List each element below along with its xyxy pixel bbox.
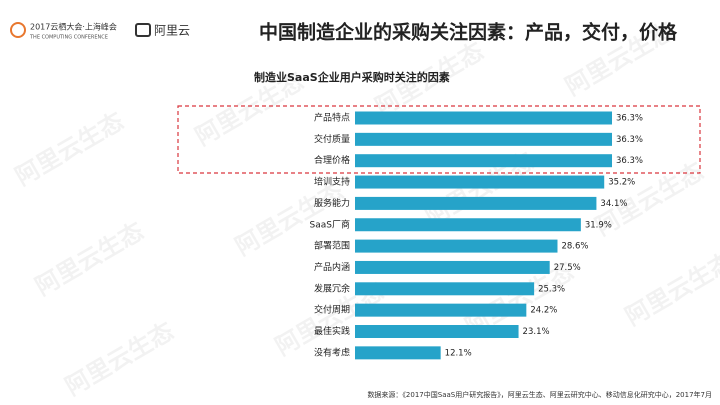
category-label: 产品特点 — [314, 112, 350, 124]
value-label: 23.1% — [523, 327, 550, 337]
category-label: 服务能力 — [314, 197, 350, 209]
category-label: 产品内涵 — [314, 261, 350, 273]
bar — [355, 346, 441, 360]
category-label: SaaS厂商 — [310, 218, 350, 230]
category-label: 合理价格 — [314, 154, 350, 166]
value-label: 24.2% — [530, 306, 557, 316]
value-label: 36.3% — [616, 135, 643, 145]
category-label: 交付周期 — [314, 304, 350, 316]
category-label: 交付质量 — [314, 133, 350, 145]
category-label: 部署范围 — [314, 240, 350, 252]
bar — [355, 218, 581, 232]
plot: 产品特点 36.3% 交付质量 36.3% 合理价格 36.3% 培训支持 35.2% 服务能力… — [310, 111, 643, 360]
bar — [355, 260, 550, 274]
logo-icon — [10, 22, 26, 38]
value-label: 36.3% — [616, 114, 643, 124]
highlight-box — [177, 105, 701, 174]
value-label: 12.1% — [445, 348, 472, 358]
bar — [355, 239, 558, 253]
category-label: 发展冗余 — [314, 282, 350, 294]
bar — [355, 154, 613, 168]
title: 中国制造企业的采购关注因素：产品，交付，价格 — [259, 21, 678, 44]
category-label: 没有考虑 — [314, 346, 350, 358]
category-label: 培训支持 — [314, 176, 350, 188]
bar — [355, 132, 613, 146]
bar — [355, 282, 535, 296]
value-label: 27.5% — [554, 263, 581, 273]
value-label: 28.6% — [561, 242, 588, 252]
subtitle: 制造业SaaS企业用户采购时关注的因素 — [254, 70, 450, 84]
event-name: 2017云栖大会·上海峰会 — [30, 22, 117, 32]
bar — [355, 325, 519, 338]
value-label: 35.2% — [608, 178, 635, 188]
logo: 2017云栖大会·上海峰会 THE COMPUTING CONFERENCE 阿… — [10, 22, 190, 41]
event-name-en: THE COMPUTING CONFERENCE — [29, 35, 108, 41]
value-label: 36.3% — [616, 156, 643, 166]
bar — [355, 111, 613, 125]
value-label: 34.1% — [600, 199, 627, 209]
brand-icon — [135, 23, 151, 37]
bar — [355, 175, 605, 189]
source: 数据来源：《2017中国SaaS用户研究报告》，阿里云生态、阿里云研究中心、移动… — [367, 390, 712, 399]
brand: 阿里云 — [154, 24, 190, 38]
bar — [355, 196, 597, 210]
category-label: 最佳实践 — [314, 325, 350, 337]
bar — [355, 303, 527, 317]
value-label: 31.9% — [585, 220, 612, 230]
value-label: 25.3% — [538, 284, 565, 294]
